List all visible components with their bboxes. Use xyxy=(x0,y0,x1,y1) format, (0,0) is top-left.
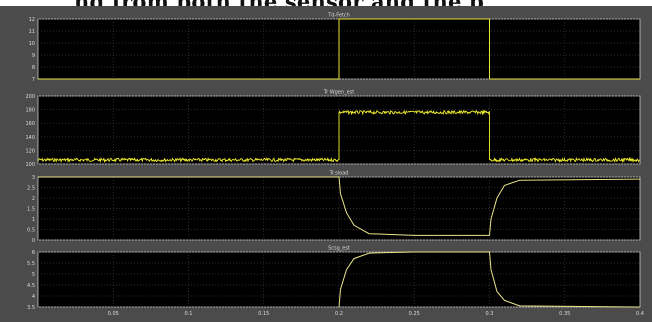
y-tick-label: 12 xyxy=(29,17,35,23)
y-tick-label: 200 xyxy=(25,94,35,100)
wgen-est-panel: 100 120 140 160 180 200 Tr Wgen_est xyxy=(25,90,641,168)
y-tick-label: 11 xyxy=(29,29,35,35)
scope-window: 7 8 9 10 11 12 Td-Fetch 100 120 140 160 180 200 Tr Wg… xyxy=(0,6,652,322)
y-tick-label: 0 xyxy=(32,238,35,244)
y-tick-label: 0.5 xyxy=(27,228,35,234)
y-tick-label: 5 xyxy=(32,272,35,278)
sload-title: Tr.sload xyxy=(329,171,349,177)
y-tick-label: 6 xyxy=(32,250,35,256)
td-fetch-panel: 7 8 9 10 11 12 Td-Fetch xyxy=(29,13,641,83)
x-tick-label: 0.35 xyxy=(559,311,570,317)
sload-series-line xyxy=(38,176,641,236)
y-tick-label: 120 xyxy=(25,148,35,154)
wgen-est-series-line xyxy=(37,156,340,164)
wgen-est-title: Tr Wgen_est xyxy=(323,90,355,96)
x-tick-label: 0.4 xyxy=(636,311,644,317)
y-tick-label: 1.5 xyxy=(27,207,35,213)
y-tick-label: 100 xyxy=(25,162,35,168)
x-tick-label: 0.15 xyxy=(258,311,269,317)
x-tick-label: 0.1 xyxy=(185,311,193,317)
scsg-est-series-line xyxy=(338,251,641,308)
y-tick-label: 4.5 xyxy=(27,283,35,289)
y-tick-label: 10 xyxy=(29,41,35,47)
scsg-est-panel: 3.5 4 4.5 5 5.5 6 Scsg_est 0.05 0.1 0.15 0.2 0.25 0.… xyxy=(27,246,644,318)
y-tick-label: 7 xyxy=(32,77,35,83)
x-tick-label: 0.05 xyxy=(108,311,119,317)
y-tick-label: 160 xyxy=(25,121,35,127)
y-tick-label: 9 xyxy=(32,53,35,59)
td-fetch-title: Td-Fetch xyxy=(327,13,350,19)
td-fetch-series-line xyxy=(38,18,640,80)
y-tick-label: 140 xyxy=(25,135,35,141)
y-tick-label: 8 xyxy=(32,65,35,71)
scsg-est-title: Scsg_est xyxy=(328,246,350,252)
x-tick-label: 0.3 xyxy=(486,311,494,317)
wgen-est-series-line xyxy=(489,156,640,164)
sload-panel: 0 0.5 1 1.5 2 2.5 3 Tr.sload xyxy=(27,171,641,244)
y-tick-label: 2.5 xyxy=(27,186,35,192)
y-tick-label: 3.5 xyxy=(27,305,35,311)
wgen-est-series-line xyxy=(338,109,490,116)
y-tick-label: 4 xyxy=(32,294,35,300)
x-tick-label: 0.2 xyxy=(335,311,343,317)
y-tick-label: 180 xyxy=(25,108,35,114)
y-tick-label: 5.5 xyxy=(27,261,35,267)
y-tick-label: 2 xyxy=(32,196,35,202)
y-tick-label: 3 xyxy=(32,175,35,181)
x-tick-label: 0.25 xyxy=(409,311,420,317)
y-tick-label: 1 xyxy=(32,217,35,223)
